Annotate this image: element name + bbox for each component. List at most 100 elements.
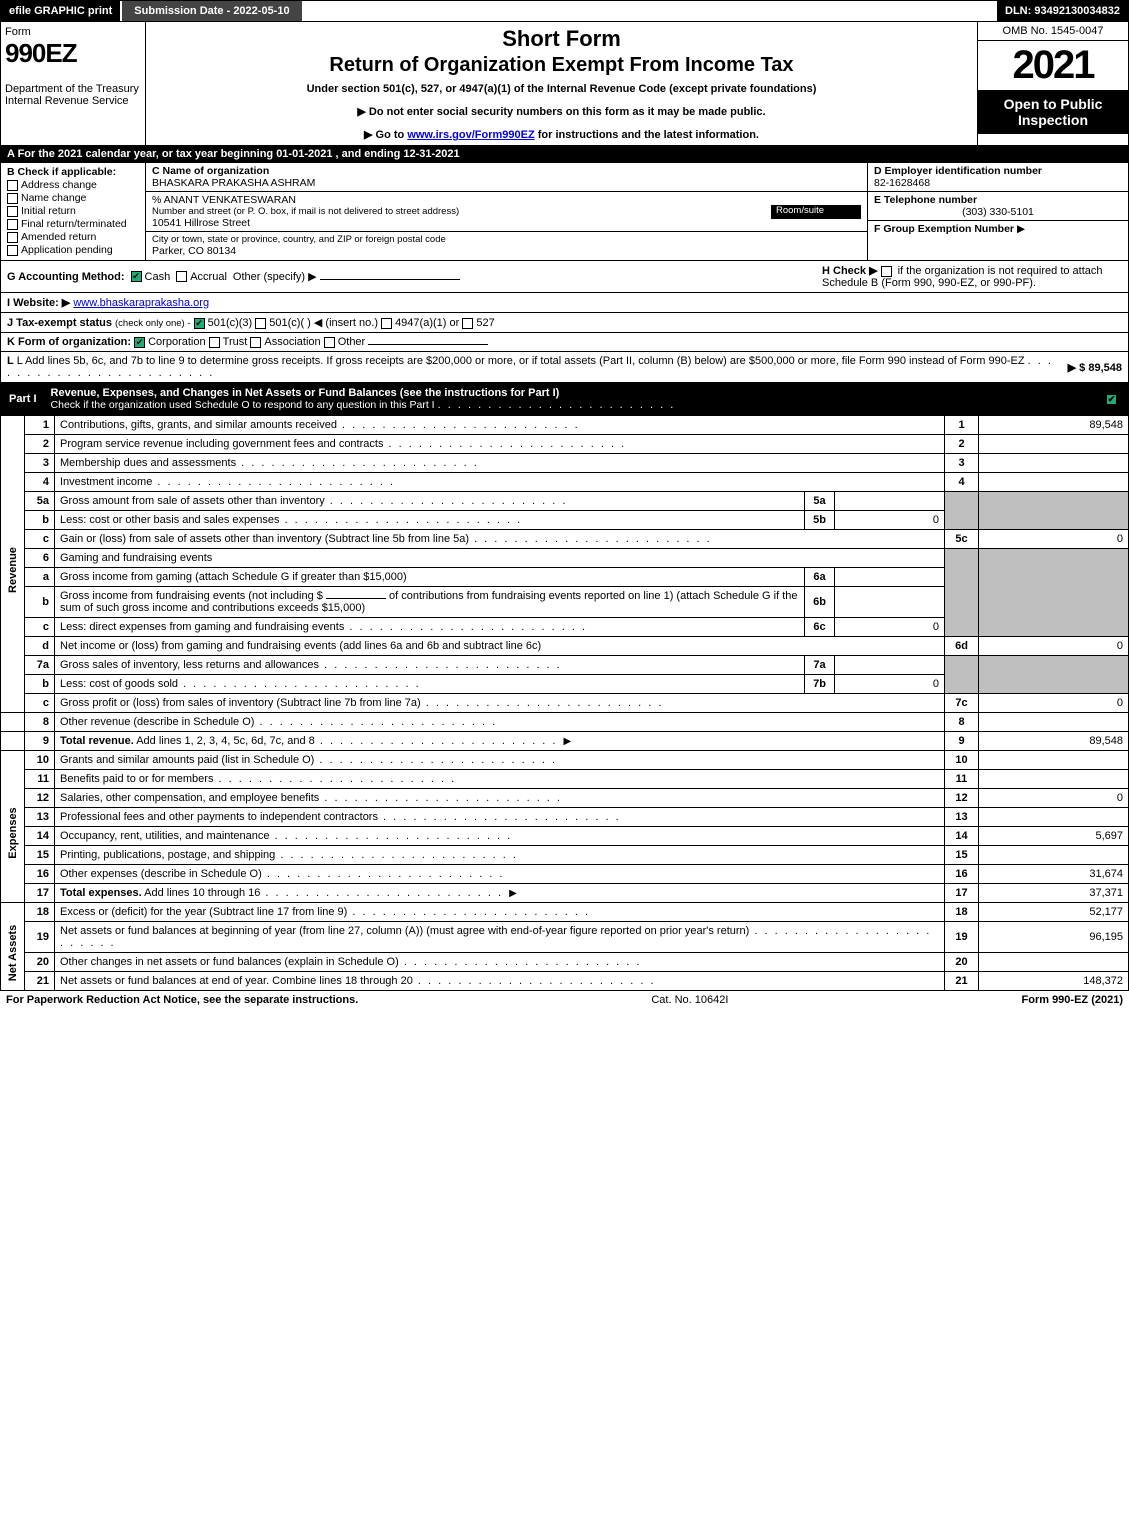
- city: Parker, CO 80134: [152, 245, 861, 257]
- col-b: B Check if applicable: Address change Na…: [1, 163, 146, 260]
- v-17: 37,371: [979, 884, 1129, 903]
- street-label: Number and street (or P. O. box, if mail…: [152, 206, 771, 217]
- c-street-row: % ANANT VENKATESWARAN Number and street …: [146, 192, 867, 232]
- k-label: K Form of organization:: [7, 336, 131, 348]
- f-label: F Group Exemption Number: [874, 223, 1014, 235]
- row-14: 14Occupancy, rent, utilities, and mainte…: [1, 827, 1129, 846]
- d-6b-1: Gross income from fundraising events (no…: [60, 590, 323, 602]
- v-2: [979, 435, 1129, 454]
- line-g-h: G Accounting Method: Cash Accrual Other …: [0, 261, 1129, 293]
- chk-other-org[interactable]: Other: [324, 336, 489, 348]
- d-1: Contributions, gifts, grants, and simila…: [60, 419, 337, 431]
- chk-name-change[interactable]: Name change: [7, 192, 139, 204]
- row-19: 19Net assets or fund balances at beginni…: [1, 922, 1129, 953]
- d-label: D Employer identification number: [874, 165, 1042, 177]
- row-3: 3Membership dues and assessments3: [1, 454, 1129, 473]
- d-row: D Employer identification number 82-1628…: [868, 163, 1128, 192]
- line-i: I Website: ▶ www.bhaskaraprakasha.org: [0, 293, 1129, 313]
- form-header: Form 990EZ Department of the Treasury In…: [0, 22, 1129, 146]
- row-6d: dNet income or (loss) from gaming and fu…: [1, 637, 1129, 656]
- footer-right: Form 990-EZ (2021): [1022, 994, 1124, 1006]
- part-i-heading: Revenue, Expenses, and Changes in Net As…: [51, 387, 1092, 411]
- v-13: [979, 808, 1129, 827]
- d-7c: Gross profit or (loss) from sales of inv…: [60, 697, 421, 709]
- v-7c: 0: [979, 694, 1129, 713]
- b-label: B Check if applicable:: [7, 166, 139, 178]
- care-of: % ANANT VENKATESWARAN: [152, 194, 771, 206]
- department: Department of the Treasury Internal Reve…: [5, 83, 141, 107]
- chk-initial-return[interactable]: Initial return: [7, 205, 139, 217]
- line-l: L L Add lines 5b, 6c, and 7b to line 9 t…: [0, 352, 1129, 383]
- mv-5b: 0: [835, 511, 945, 530]
- 4947-label: 4947(a)(1) or: [395, 317, 459, 329]
- v-16: 31,674: [979, 865, 1129, 884]
- top-bar: efile GRAPHIC print Submission Date - 20…: [0, 0, 1129, 22]
- chk-527[interactable]: 527: [462, 317, 494, 329]
- j-label: J Tax-exempt status: [7, 317, 112, 329]
- h-label: H Check ▶: [822, 265, 878, 277]
- row-6: 6Gaming and fundraising events: [1, 549, 1129, 568]
- side-revenue: Revenue: [1, 416, 25, 713]
- row-2: 2Program service revenue including gover…: [1, 435, 1129, 454]
- chk-other-method[interactable]: Other (specify) ▶: [233, 270, 460, 283]
- chk-cash[interactable]: Cash: [131, 271, 171, 283]
- chk-final-return[interactable]: Final return/terminated: [7, 218, 139, 230]
- chk-name-change-label: Name change: [21, 192, 86, 204]
- chk-application-pending-label: Application pending: [21, 244, 113, 256]
- line-k: K Form of organization: Corporation Trus…: [0, 333, 1129, 352]
- chk-application-pending[interactable]: Application pending: [7, 244, 139, 256]
- chk-4947[interactable]: 4947(a)(1) or: [381, 317, 459, 329]
- v-8: [979, 713, 1129, 732]
- v-6d: 0: [979, 637, 1129, 656]
- row-13: 13Professional fees and other payments t…: [1, 808, 1129, 827]
- org-name: BHASKARA PRAKASHA ASHRAM: [152, 177, 315, 189]
- side-net-assets: Net Assets: [1, 903, 25, 991]
- d-6d: Net income or (loss) from gaming and fun…: [60, 640, 541, 652]
- d-12: Salaries, other compensation, and employ…: [60, 792, 319, 804]
- e-label: E Telephone number: [874, 194, 977, 206]
- chk-initial-return-label: Initial return: [21, 205, 76, 217]
- c-city-row: City or town, state or province, country…: [146, 232, 867, 259]
- subtitle-goto: ▶ Go to www.irs.gov/Form990EZ for instru…: [154, 128, 969, 141]
- row-7a: 7aGross sales of inventory, less returns…: [1, 656, 1129, 675]
- footer-center: Cat. No. 10642I: [358, 994, 1021, 1006]
- trust-label: Trust: [223, 336, 248, 348]
- ein: 82-1628468: [874, 177, 930, 189]
- j-note: (check only one) -: [115, 318, 191, 329]
- row-15: 15Printing, publications, postage, and s…: [1, 846, 1129, 865]
- chk-schedule-b[interactable]: [881, 266, 892, 277]
- d-15: Printing, publications, postage, and shi…: [60, 849, 275, 861]
- v-11: [979, 770, 1129, 789]
- v-19: 96,195: [979, 922, 1129, 953]
- chk-trust[interactable]: Trust: [209, 336, 248, 348]
- d-13: Professional fees and other payments to …: [60, 811, 378, 823]
- e-row: E Telephone number (303) 330-5101: [868, 192, 1128, 221]
- chk-amended-return-label: Amended return: [21, 231, 96, 243]
- form-word: Form: [5, 26, 141, 38]
- d-6c: Less: direct expenses from gaming and fu…: [60, 621, 344, 633]
- assoc-label: Association: [264, 336, 320, 348]
- row-4: 4Investment income4: [1, 473, 1129, 492]
- v-21: 148,372: [979, 972, 1129, 991]
- row-21: 21Net assets or fund balances at end of …: [1, 972, 1129, 991]
- chk-501c[interactable]: 501(c)( ) ◀ (insert no.): [255, 317, 378, 329]
- chk-address-change[interactable]: Address change: [7, 179, 139, 191]
- d-18: Excess or (deficit) for the year (Subtra…: [60, 906, 347, 918]
- omb-number: OMB No. 1545-0047: [978, 22, 1128, 41]
- col-c: C Name of organization BHASKARA PRAKASHA…: [146, 163, 868, 260]
- mv-7b: 0: [835, 675, 945, 694]
- website-link[interactable]: www.bhaskaraprakasha.org: [73, 297, 209, 309]
- v-1: 89,548: [979, 416, 1129, 435]
- efile-label[interactable]: efile GRAPHIC print: [1, 1, 120, 21]
- chk-association[interactable]: Association: [250, 336, 320, 348]
- col-def: D Employer identification number 82-1628…: [868, 163, 1128, 260]
- chk-corporation[interactable]: Corporation: [134, 336, 205, 348]
- chk-amended-return[interactable]: Amended return: [7, 231, 139, 243]
- irs-link[interactable]: www.irs.gov/Form990EZ: [407, 129, 534, 141]
- chk-accrual[interactable]: Accrual: [176, 271, 227, 283]
- row-17: 17Total expenses. Add lines 10 through 1…: [1, 884, 1129, 903]
- 501c-label: 501(c)( ) ◀ (insert no.): [269, 317, 378, 329]
- chk-schedule-o[interactable]: [1106, 394, 1117, 405]
- d-16: Other expenses (describe in Schedule O): [60, 868, 262, 880]
- chk-501c3[interactable]: 501(c)(3): [194, 317, 253, 329]
